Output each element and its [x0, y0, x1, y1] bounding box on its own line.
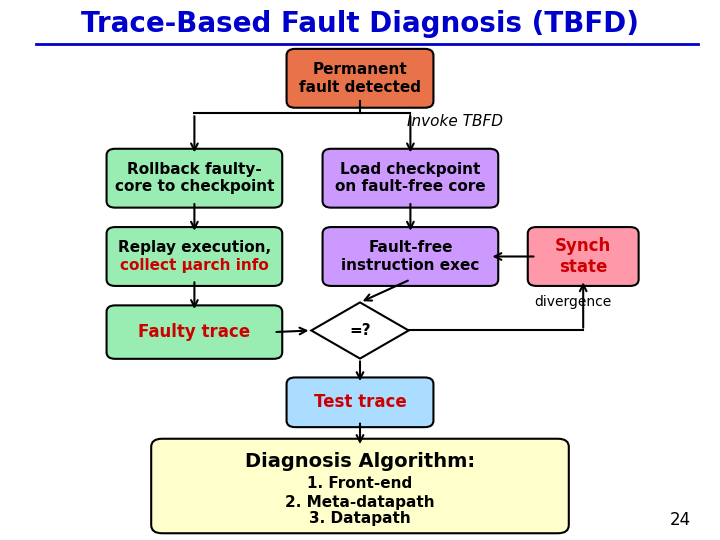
FancyBboxPatch shape	[107, 306, 282, 359]
Text: Diagnosis Algorithm:: Diagnosis Algorithm:	[245, 452, 475, 471]
Text: 1. Front-end: 1. Front-end	[307, 476, 413, 491]
FancyBboxPatch shape	[107, 148, 282, 207]
FancyBboxPatch shape	[323, 227, 498, 286]
Text: Load checkpoint
on fault-free core: Load checkpoint on fault-free core	[335, 162, 486, 194]
Polygon shape	[311, 302, 409, 359]
Text: 2. Meta-datapath: 2. Meta-datapath	[285, 495, 435, 510]
Text: Synch
state: Synch state	[555, 237, 611, 276]
Text: Rollback faulty-
core to checkpoint: Rollback faulty- core to checkpoint	[114, 162, 274, 194]
Text: Fault-free
instruction exec: Fault-free instruction exec	[341, 240, 480, 273]
FancyBboxPatch shape	[323, 148, 498, 207]
Text: Faulty trace: Faulty trace	[138, 323, 251, 341]
Text: Replay execution,: Replay execution,	[118, 240, 271, 255]
FancyBboxPatch shape	[151, 438, 569, 533]
Text: Permanent
fault detected: Permanent fault detected	[299, 62, 421, 94]
Text: =?: =?	[349, 323, 371, 338]
Text: collect µarch info: collect µarch info	[120, 258, 269, 273]
Text: 24: 24	[670, 511, 691, 529]
FancyBboxPatch shape	[287, 49, 433, 108]
Text: Trace-Based Fault Diagnosis (TBFD): Trace-Based Fault Diagnosis (TBFD)	[81, 10, 639, 38]
Text: Invoke TBFD: Invoke TBFD	[407, 114, 503, 129]
FancyBboxPatch shape	[287, 377, 433, 427]
Text: divergence: divergence	[534, 295, 611, 309]
Text: Test trace: Test trace	[314, 393, 406, 411]
FancyBboxPatch shape	[107, 227, 282, 286]
FancyBboxPatch shape	[528, 227, 639, 286]
Text: 3. Datapath: 3. Datapath	[309, 511, 411, 526]
